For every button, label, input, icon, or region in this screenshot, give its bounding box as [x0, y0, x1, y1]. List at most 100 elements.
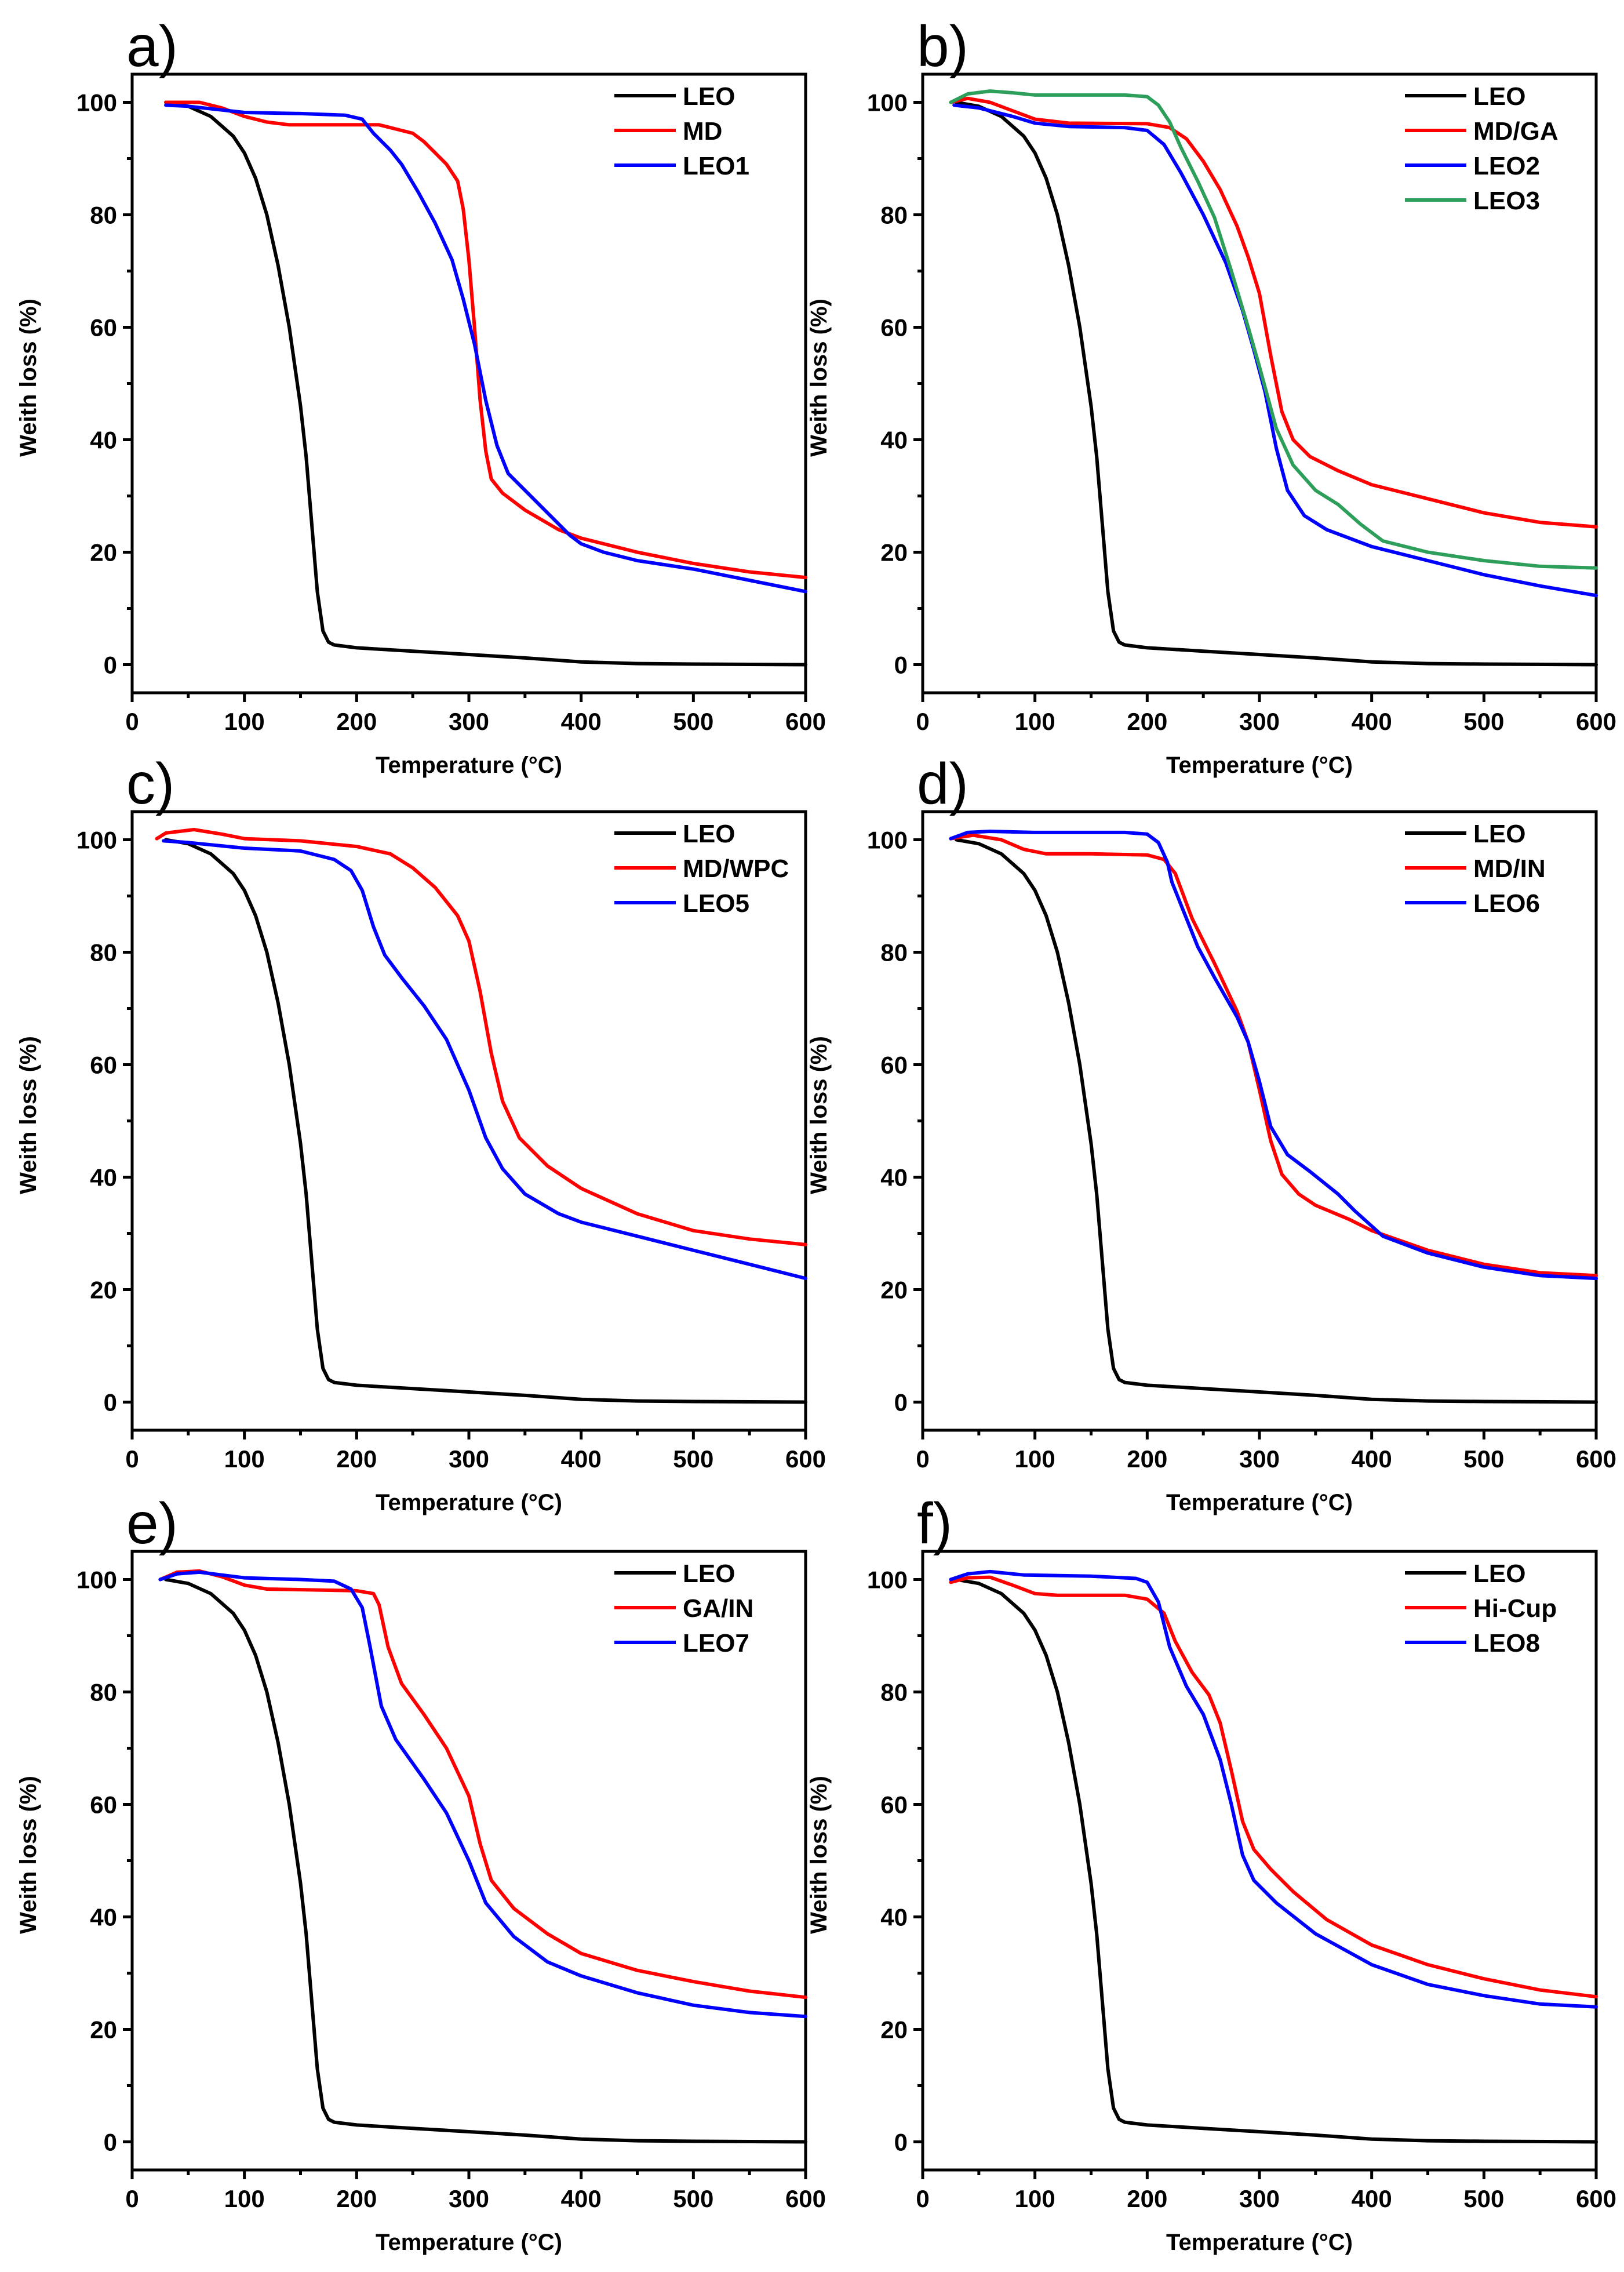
series-line-ga-in: [158, 1569, 807, 2000]
x-tick-label: 0: [916, 2185, 929, 2212]
y-axis-title: Weith loss (%): [16, 299, 41, 457]
x-tick-label: 300: [1239, 2185, 1280, 2212]
panel-label: a): [126, 14, 178, 79]
x-tick-label: 200: [1127, 1445, 1167, 1473]
series-line-md-ga: [949, 96, 1598, 529]
series-line-leo: [955, 838, 1598, 1404]
x-tick-label: 400: [1352, 1445, 1392, 1473]
legend-label: MD: [683, 117, 722, 146]
y-tick-label: 100: [77, 1566, 117, 1594]
panel-label: e): [126, 1491, 178, 1556]
y-tick-label: 60: [90, 314, 117, 341]
x-tick-label: 400: [561, 1445, 602, 1473]
legend-label: GA/IN: [683, 1594, 753, 1623]
x-tick-label: 600: [1576, 708, 1616, 735]
panel-label: c): [126, 751, 174, 816]
y-tick-label: 20: [90, 539, 117, 566]
y-tick-label: 20: [90, 1277, 117, 1304]
x-tick-label: 600: [785, 2185, 826, 2212]
legend: LEO MD/GA LEO2 LEO3: [1405, 82, 1559, 215]
legend-label: LEO: [1473, 82, 1525, 111]
x-tick-label: 500: [673, 1445, 713, 1473]
y-axis-title: Weith loss (%): [806, 1036, 832, 1194]
legend-label: LEO: [1473, 1559, 1525, 1588]
y-tick-label: 20: [880, 2016, 908, 2044]
x-tick-label: 100: [1015, 2185, 1055, 2212]
x-tick-label: 100: [224, 2185, 265, 2212]
x-axis-title: Temperature (°C): [1166, 2230, 1353, 2255]
panel-label: d): [917, 751, 968, 816]
legend-label: LEO3: [1473, 187, 1540, 215]
x-tick-label: 300: [449, 708, 489, 735]
series-line-md-wpc: [155, 828, 807, 1246]
x-axis-title: Temperature (°C): [376, 2230, 562, 2255]
series-line-leo: [164, 100, 807, 667]
legend: LEO Hi-Cup LEO8: [1405, 1559, 1557, 1657]
panel-f: f) 0 20 40 60 80 100 0 100 200 300 400 500 600 Tempera…: [806, 1491, 1616, 2255]
x-tick-label: 200: [1127, 708, 1167, 735]
legend-label: LEO: [1473, 820, 1525, 848]
series-line-leo: [164, 1577, 807, 2144]
y-tick-label: 80: [90, 202, 117, 229]
legend-label: LEO7: [683, 1629, 749, 1657]
legend-label: LEO: [683, 820, 735, 848]
y-axis-title: Weith loss (%): [806, 1776, 832, 1934]
panel-b: b) 0 20 40 60 80 100 0 100 200 300 400 500 600 Tempera…: [806, 14, 1616, 778]
y-tick-label: 60: [880, 314, 908, 341]
y-tick-label: 20: [880, 539, 908, 566]
y-tick-label: 60: [880, 1791, 908, 1819]
legend-label: LEO5: [683, 889, 749, 918]
x-axis-title: Temperature (°C): [376, 753, 562, 778]
legend: LEO GA/IN LEO7: [614, 1559, 753, 1657]
x-tick-label: 400: [561, 2185, 602, 2212]
series-line-leo6: [949, 830, 1598, 1281]
x-axis-title: Temperature (°C): [1166, 1490, 1353, 1515]
legend: LEO MD LEO1: [614, 82, 749, 180]
y-tick-label: 40: [880, 1164, 908, 1191]
panel-c: c) 0 20 40 60 80 100 0 100 200 300 400 500 600 Tempera…: [16, 751, 826, 1515]
y-tick-label: 40: [90, 427, 117, 454]
legend-label: Hi-Cup: [1473, 1594, 1557, 1623]
y-axis-title: Weith loss (%): [16, 1036, 41, 1194]
y-axis-title: Weith loss (%): [806, 299, 832, 457]
x-tick-label: 400: [1352, 2185, 1392, 2212]
x-tick-label: 200: [336, 708, 377, 735]
x-tick-label: 100: [224, 1445, 265, 1473]
y-tick-label: 100: [867, 1566, 908, 1594]
x-tick-label: 300: [449, 2185, 489, 2212]
y-tick-label: 80: [90, 1679, 117, 1706]
x-tick-label: 500: [1463, 1445, 1504, 1473]
x-axis-title: Temperature (°C): [376, 1490, 562, 1515]
x-tick-label: 300: [1239, 708, 1280, 735]
y-tick-label: 100: [77, 827, 117, 854]
panel-label: f): [917, 1491, 952, 1556]
panel-d: d) 0 20 40 60 80 100 0 100 200 300 400 500 600 Tempera…: [806, 751, 1616, 1515]
legend-label: LEO8: [1473, 1629, 1540, 1657]
y-tick-label: 60: [90, 1791, 117, 1819]
x-axis-title: Temperature (°C): [1166, 753, 1353, 778]
x-tick-label: 200: [336, 2185, 377, 2212]
x-tick-label: 200: [1127, 2185, 1167, 2212]
x-tick-label: 100: [224, 708, 265, 735]
panel-e: e) 0 20 40 60 80 100 0 100 200 300 400 500 600 Tempera…: [16, 1491, 826, 2255]
x-tick-label: 0: [916, 708, 929, 735]
x-tick-label: 300: [1239, 1445, 1280, 1473]
x-tick-label: 600: [785, 1445, 826, 1473]
legend: LEO MD/WPC LEO5: [614, 820, 789, 918]
y-tick-label: 0: [894, 1389, 908, 1416]
series-line-leo5: [162, 839, 807, 1281]
x-tick-label: 500: [1463, 2185, 1504, 2212]
legend-label: LEO6: [1473, 889, 1540, 918]
x-tick-label: 600: [1576, 1445, 1616, 1473]
y-tick-label: 100: [77, 89, 117, 117]
y-tick-label: 20: [880, 1277, 908, 1304]
y-tick-label: 0: [894, 2129, 908, 2156]
y-tick-label: 100: [867, 827, 908, 854]
series-line-hi-cup: [949, 1575, 1598, 1999]
y-tick-label: 80: [880, 1679, 908, 1706]
y-tick-label: 0: [894, 652, 908, 679]
legend: LEO MD/IN LEO6: [1405, 820, 1546, 918]
x-tick-label: 100: [1015, 708, 1055, 735]
x-tick-label: 400: [561, 708, 602, 735]
